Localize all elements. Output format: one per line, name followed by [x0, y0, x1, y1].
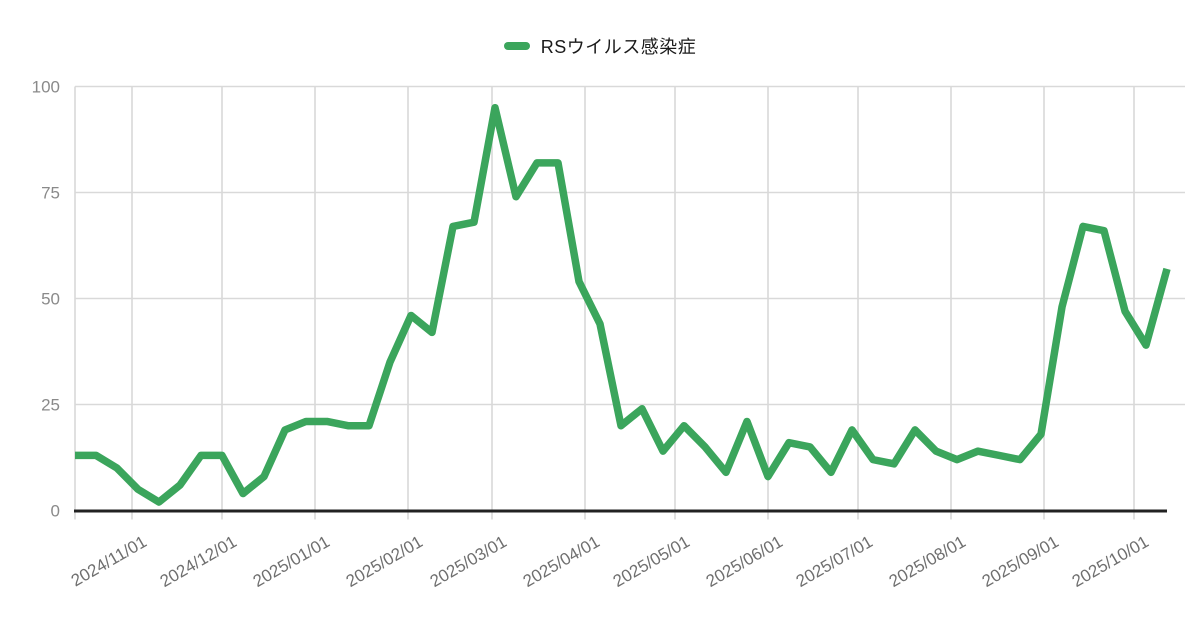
x-tick-label: 2025/01/01 — [250, 532, 333, 591]
x-axis — [74, 509, 1167, 520]
y-tick-label: 100 — [32, 78, 60, 97]
legend-label: RSウイルス感染症 — [540, 37, 697, 57]
x-tick-label: 2025/08/01 — [886, 532, 969, 591]
series — [75, 103, 1171, 506]
axis-labels: 0 25 50 75 100 2024/11/01 2024/12/01 2025/01/01… — [32, 78, 1152, 592]
x-tick-label: 2024/11/01 — [68, 532, 150, 590]
legend-swatch-icon — [503, 42, 530, 50]
x-tick-label: 2025/03/01 — [427, 532, 510, 591]
x-tick-label: 2025/09/01 — [979, 532, 1062, 591]
series-line[interactable] — [75, 103, 1171, 506]
x-tick-label: 2025/05/01 — [610, 532, 693, 591]
legend-item[interactable]: RSウイルス感染症 — [503, 33, 697, 59]
x-tick-label: 2025/07/01 — [793, 532, 876, 591]
y-tick-label: 0 — [51, 502, 60, 521]
y-tick-label: 25 — [41, 396, 60, 415]
x-tick-label: 2025/10/01 — [1069, 532, 1152, 591]
gridlines — [74, 85, 1185, 511]
y-tick-label: 75 — [41, 184, 60, 203]
x-tick-label: 2025/04/01 — [520, 532, 603, 591]
x-tick-label: 2025/02/01 — [343, 532, 426, 591]
x-tick-label: 2025/06/01 — [703, 532, 786, 591]
x-tick-label: 2024/12/01 — [157, 532, 240, 591]
chart-legend: RSウイルス感染症 — [0, 33, 1200, 59]
y-tick-label: 50 — [41, 290, 60, 309]
